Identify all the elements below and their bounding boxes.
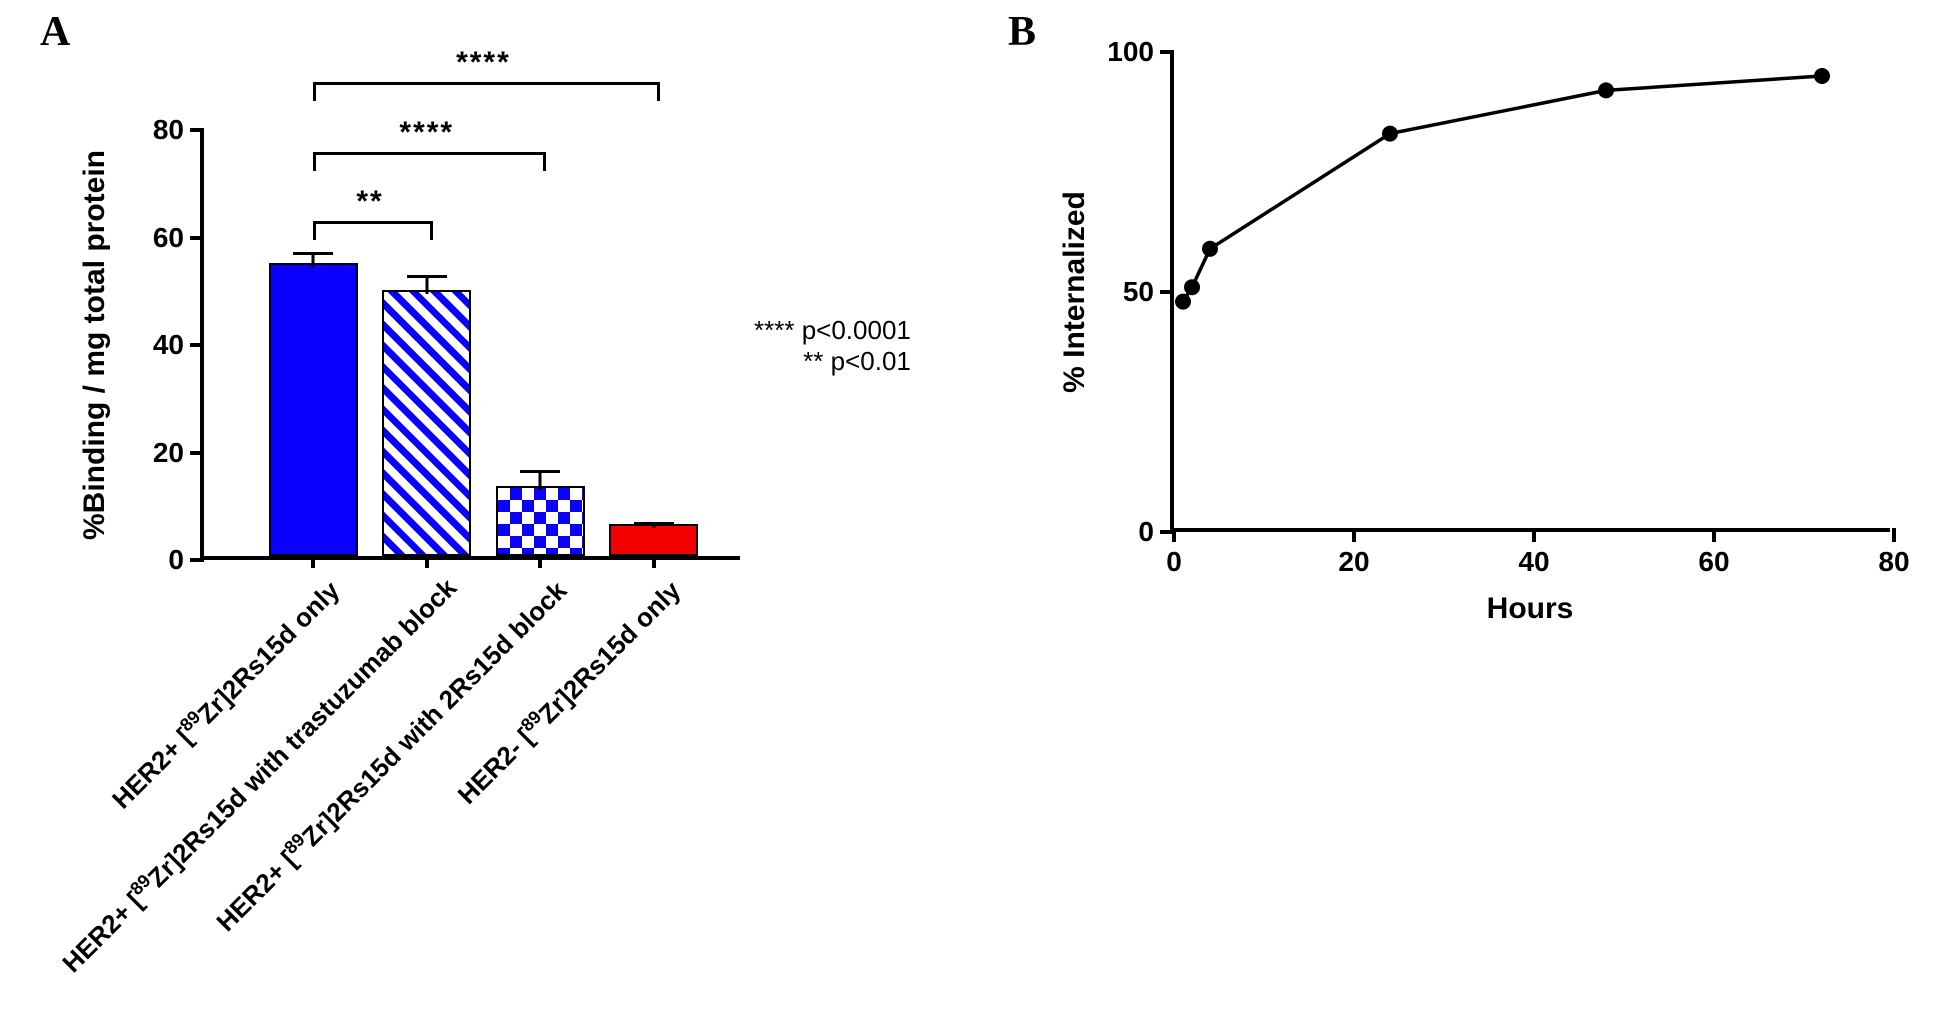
significance-label: ** [356,185,383,219]
chart-b-y-axis-label: % Internalized [1058,191,1092,393]
chart-b-ytick-label: 100 [1107,36,1174,68]
chart-b-data-point [1382,126,1398,142]
chart-a-ytick-label: 40 [153,329,204,361]
panel-a-label: A [40,8,70,56]
chart-a-ytick-label: 80 [153,114,204,146]
chart-b-xtick-label: 40 [1518,546,1549,578]
chart-b-xtick [1352,528,1356,542]
significance-bracket [313,152,546,171]
chart-a-bar [496,486,585,556]
chart-a-xtick [652,556,656,568]
chart-b-series-line [1183,76,1822,302]
chart-b-data-point [1598,82,1614,98]
significance-legend-row: ** p<0.01 [754,346,911,377]
chart-a-ytick-label: 0 [168,544,204,576]
significance-label: **** [399,116,454,150]
chart-b-plot-area: 050100020406080 [1170,52,1890,532]
figure: A 020406080HER2+ [89Zr]2Rs15d onlyHER2+ … [0,0,1950,1035]
chart-a-plot-area: 020406080HER2+ [89Zr]2Rs15d onlyHER2+ [8… [200,130,740,560]
chart-b-data-point [1814,68,1830,84]
chart-a-category-label: HER2+ [89Zr]2Rs15d with 2Rs15d block [168,574,573,979]
chart-b-line-svg [1174,52,1894,532]
chart-a-category-label: HER2- [89Zr]2Rs15d only [282,574,687,979]
significance-label: **** [456,46,511,80]
chart-a-bar [382,290,471,556]
chart-a-bar [609,524,698,556]
chart-a-errorbar-stem [539,470,542,490]
chart-b-data-point [1184,279,1200,295]
chart-b-xtick [1712,528,1716,542]
chart-b-xtick [1892,528,1896,542]
chart-a-xtick [538,556,542,568]
chart-b-ytick-label: 0 [1138,516,1174,548]
chart-b-xtick-label: 60 [1698,546,1729,578]
panel-b-label: B [1008,8,1036,56]
chart-a-category-label: HER2+ [89Zr]2Rs15d only [0,574,346,979]
chart-b-xtick-label: 20 [1338,546,1369,578]
chart-b-x-axis-label: Hours [1487,592,1574,626]
chart-a-ytick-label: 20 [153,437,204,469]
chart-a-ytick-label: 60 [153,222,204,254]
chart-b-xtick [1532,528,1536,542]
chart-b-xtick-label: 80 [1878,546,1909,578]
chart-a-y-axis-label: %Binding / mg total protein [78,150,112,540]
significance-bracket [313,221,432,240]
chart-b-data-point [1202,241,1218,257]
significance-legend-row: **** p<0.0001 [754,315,911,346]
chart-b-data-point [1175,294,1191,310]
chart-a-errorbar-stem [652,522,655,527]
chart-a-category-label: HER2+ [89Zr]2Rs15d with trastuzumab bloc… [55,574,460,979]
chart-a-errorbar-stem [312,252,315,267]
significance-legend: **** p<0.0001** p<0.01 [754,315,911,377]
chart-a-errorbar-stem [425,275,428,294]
panel-a-bar-chart: 020406080HER2+ [89Zr]2Rs15d onlyHER2+ [8… [200,130,740,560]
panel-b-line-chart: 050100020406080 % Internalized Hours [1170,52,1890,532]
significance-bracket [313,82,659,101]
chart-b-xtick [1172,528,1176,542]
chart-b-xtick-label: 0 [1166,546,1182,578]
chart-a-xtick [425,556,429,568]
chart-b-ytick-label: 50 [1123,276,1174,308]
chart-a-bar [269,263,358,556]
chart-a-xtick [311,556,315,568]
